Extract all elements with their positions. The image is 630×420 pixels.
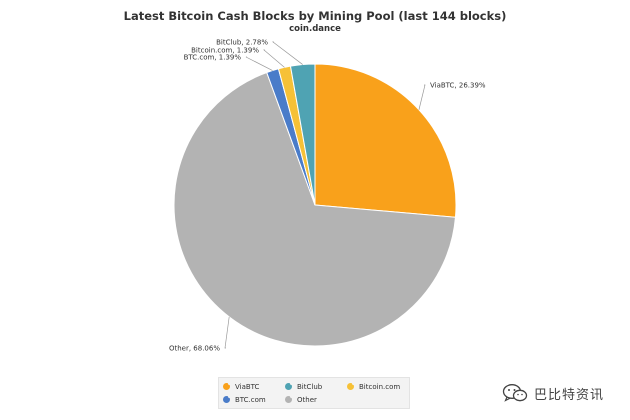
- slice-label-other: Other, 68.06%: [169, 345, 220, 353]
- wechat-icon: [502, 384, 528, 402]
- label-connector-bitcoin-com: [263, 49, 285, 68]
- legend-item-other[interactable]: Other: [285, 393, 347, 406]
- chart-subtitle: coin.dance: [289, 24, 341, 34]
- legend-marker-icon: [223, 382, 231, 390]
- chart-legend: ViaBTC BitClub Bitcoin.com BTC.com Other: [218, 377, 410, 409]
- chart-title: Latest Bitcoin Cash Blocks by Mining Poo…: [124, 9, 507, 23]
- legend-label: ViaBTC: [235, 382, 260, 391]
- watermark: 巴比特资讯: [502, 382, 624, 404]
- slice-label-bitclub: BitClub, 2.78%: [216, 39, 268, 47]
- slice-label-bitcoin-com: Bitcoin.com, 1.39%: [191, 47, 259, 55]
- legend-label: BitClub: [297, 382, 323, 391]
- label-connector-viabtc: [418, 84, 426, 110]
- legend-marker-icon: [285, 382, 293, 390]
- label-connector-other: [224, 316, 230, 349]
- legend-marker-icon: [223, 395, 231, 403]
- legend-item-viabtc[interactable]: ViaBTC: [223, 380, 285, 393]
- slice-label-btc-com: BTC.com, 1.39%: [184, 54, 242, 62]
- pie-slice-bitclub[interactable]: [289, 63, 316, 206]
- pie-slice-other[interactable]: [173, 71, 457, 347]
- legend-label: BTC.com: [235, 395, 266, 404]
- slice-label-viabtc: ViaBTC, 26.39%: [430, 82, 486, 90]
- legend-marker-icon: [347, 382, 355, 390]
- legend-item-bitclub[interactable]: BitClub: [285, 380, 347, 393]
- label-connector-bitclub: [271, 41, 303, 65]
- legend-label: Bitcoin.com: [359, 382, 401, 391]
- label-connector-btc-com: [245, 56, 273, 71]
- legend-marker-icon: [285, 395, 293, 403]
- legend-item-bitcoin-com[interactable]: Bitcoin.com: [347, 380, 409, 393]
- legend-label: Other: [297, 395, 317, 404]
- legend-item-btc-com[interactable]: BTC.com: [223, 393, 285, 406]
- watermark-text: 巴比特资讯: [534, 387, 605, 403]
